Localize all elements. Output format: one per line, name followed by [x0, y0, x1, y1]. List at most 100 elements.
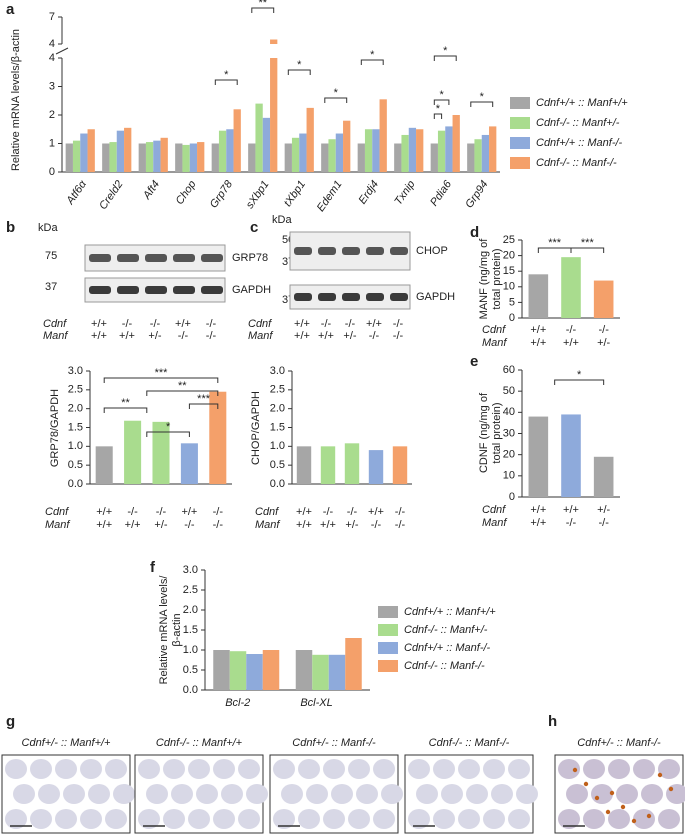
- muscle-fiber: [641, 784, 663, 804]
- blot-band: [366, 247, 384, 255]
- significance-bracket: [251, 7, 275, 13]
- bar: [197, 142, 205, 172]
- significance-label: ***: [581, 237, 595, 249]
- genotype-row-label: Manf: [43, 330, 68, 342]
- muscle-fiber: [298, 809, 320, 829]
- bar: [452, 115, 460, 172]
- muscle-fiber: [146, 784, 168, 804]
- bar: [182, 144, 190, 172]
- bar: [561, 257, 581, 318]
- y-tick-label: 5: [509, 296, 515, 308]
- blot-band-label: GRP78: [232, 252, 268, 264]
- genotype: +/+: [181, 506, 197, 518]
- genotype: +/+: [96, 519, 112, 531]
- y-tick-label: 4: [49, 52, 55, 64]
- panel-letter: f: [150, 559, 156, 576]
- y-axis-label: CDNF (ng/mg of: [478, 392, 490, 473]
- stain: [657, 772, 663, 778]
- genotype-row-label: Cdnf: [43, 318, 67, 330]
- genotype: -/-: [213, 506, 224, 518]
- y-tick-label: 2: [49, 109, 55, 121]
- genotype: +/+: [320, 519, 336, 531]
- genotype: +/+: [530, 337, 546, 349]
- muscle-fiber: [238, 809, 260, 829]
- y-tick-label: 25: [503, 234, 515, 246]
- x-tick-label: Erdj4: [357, 179, 382, 207]
- muscle-fiber: [408, 759, 430, 779]
- bar: [343, 120, 351, 172]
- muscle-fiber: [281, 784, 303, 804]
- image-title: Cdnf-/- :: Manf+/+: [156, 737, 243, 749]
- muscle-fiber: [63, 784, 85, 804]
- bar: [328, 654, 346, 690]
- bar: [394, 143, 402, 172]
- muscle-fiber: [633, 759, 655, 779]
- genotype: -/-: [206, 318, 217, 330]
- genotype: +/-: [345, 519, 358, 531]
- bar: [328, 139, 336, 172]
- muscle-fiber: [88, 784, 110, 804]
- genotype-row-label: Manf: [248, 330, 273, 342]
- genotype: +/+: [530, 324, 546, 336]
- stain: [583, 781, 589, 787]
- muscle-fiber: [658, 759, 680, 779]
- blot-band: [173, 254, 195, 262]
- muscle-fiber: [433, 809, 455, 829]
- image-title: Cdnf-/- :: Manf-/-: [429, 737, 510, 749]
- legend-swatch: [378, 660, 398, 672]
- y-tick-label: 7: [49, 11, 55, 23]
- genotype-row-label: Cdnf: [248, 318, 272, 330]
- significance-bracket: [146, 390, 219, 396]
- bar: [109, 142, 117, 172]
- x-tick-label: Bcl-2: [225, 697, 250, 709]
- y-tick-label: 0.0: [68, 478, 83, 490]
- blot-band-label: GAPDH: [416, 291, 455, 303]
- muscle-fiber: [373, 759, 395, 779]
- y-axis-label: total protein): [491, 248, 503, 309]
- genotype-row-label: Manf: [255, 519, 280, 531]
- y-tick-label: 0.5: [270, 459, 285, 471]
- muscle-fiber: [306, 784, 328, 804]
- y-tick-label: 50: [503, 385, 515, 397]
- y-tick-label: 3: [49, 80, 55, 92]
- blot-band: [294, 293, 312, 301]
- panel-letter: e: [470, 353, 478, 370]
- legend-label: Cdnf-/- :: Manf-/-: [536, 157, 617, 169]
- y-tick-label: 2.0: [183, 604, 198, 616]
- genotype-row-label: Cdnf: [45, 506, 69, 518]
- x-tick-label: Aft4: [140, 179, 162, 203]
- panel-letter: d: [470, 224, 479, 241]
- muscle-fiber: [80, 809, 102, 829]
- genotype: +/+: [91, 330, 107, 342]
- muscle-fiber: [373, 809, 395, 829]
- bar: [95, 446, 113, 484]
- y-tick-label: 3.0: [270, 365, 285, 377]
- genotype: +/+: [175, 318, 191, 330]
- bar: [65, 143, 73, 172]
- y-axis-label: total protein): [491, 402, 503, 463]
- y-tick-label: 2.0: [270, 403, 285, 415]
- muscle-fiber: [483, 759, 505, 779]
- bar: [408, 127, 417, 172]
- muscle-fiber: [323, 759, 345, 779]
- muscle-fiber: [246, 784, 268, 804]
- genotype-row-label: Cdnf: [482, 324, 506, 336]
- genotype-row-label: Cdnf: [255, 506, 279, 518]
- significance-bracket: [188, 403, 219, 409]
- y-tick-label: 1.0: [183, 644, 198, 656]
- bar: [401, 134, 409, 172]
- genotype: -/-: [156, 506, 167, 518]
- blot-marker: 75: [45, 250, 57, 262]
- genotype: -/-: [598, 517, 609, 529]
- blot-band: [117, 254, 139, 262]
- bar: [284, 143, 292, 172]
- genotype: -/-: [393, 318, 404, 330]
- bar: [467, 143, 475, 172]
- genotype: -/-: [184, 519, 195, 531]
- muscle-fiber: [163, 759, 185, 779]
- muscle-fiber: [633, 809, 655, 829]
- genotype-row-label: Manf: [45, 519, 70, 531]
- y-axis-label: GRP78/GAPDH: [49, 389, 61, 467]
- muscle-fiber: [566, 784, 588, 804]
- muscle-fiber: [508, 809, 530, 829]
